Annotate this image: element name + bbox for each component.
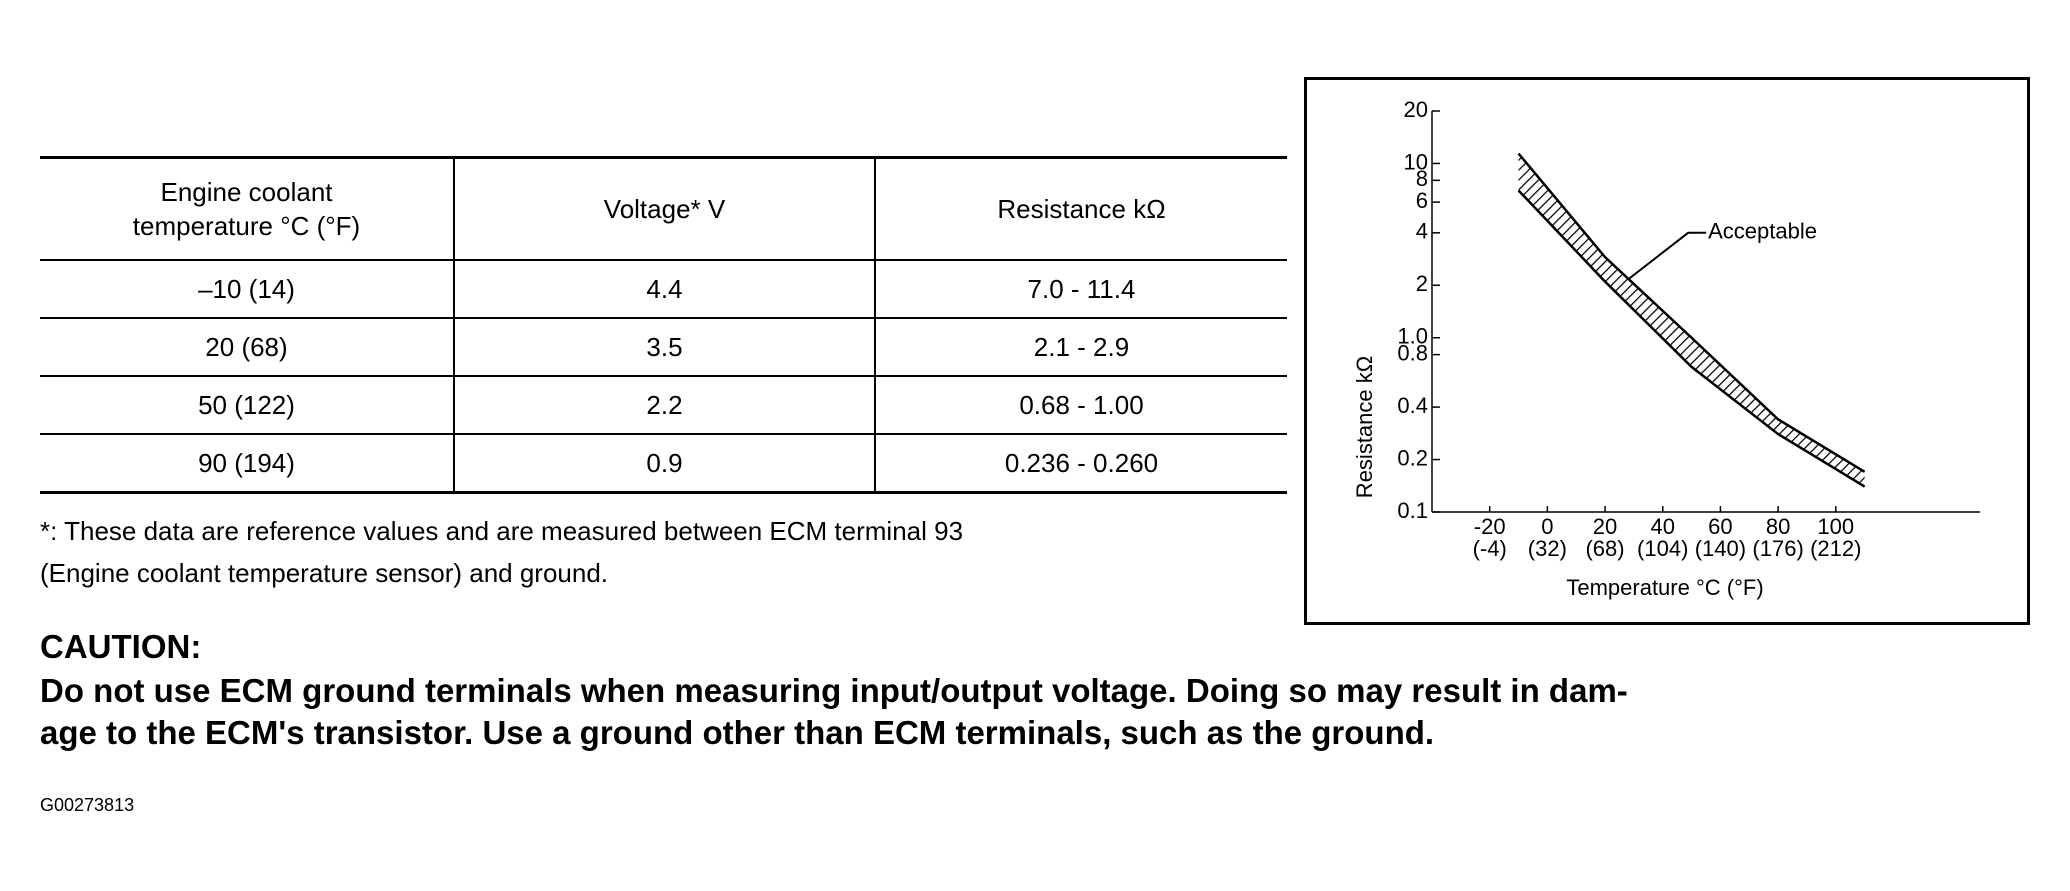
header-cell: Engine coolant temperature °C (°F)	[40, 157, 454, 261]
y-tick-label: 1.0	[1397, 324, 1428, 349]
table-cell: 50 (122)	[40, 376, 454, 435]
x-tick-label: 40	[1650, 514, 1674, 539]
table-cell: 90 (194)	[40, 434, 454, 494]
table-row: 50 (122) 2.2 0.68 - 1.00	[40, 376, 1287, 435]
x-tick-label: -20	[1474, 514, 1506, 539]
x-tick-sublabel: (140)	[1695, 536, 1746, 561]
table-cell: –10 (14)	[40, 260, 454, 319]
header-cell: Voltage* V	[453, 157, 875, 261]
band-edge	[1517, 152, 1866, 473]
table-cell: 3.5	[453, 318, 875, 377]
caution-line: Do not use ECM ground terminals when mea…	[40, 672, 1628, 709]
chart-frame	[1304, 77, 2030, 625]
x-axis-label: Temperature °C (°F)	[1566, 575, 1763, 600]
x-tick-sublabel: (68)	[1585, 536, 1624, 561]
caution-title: CAUTION:	[40, 628, 202, 665]
y-tick-label: 20	[1404, 97, 1428, 122]
x-tick-sublabel: (176)	[1752, 536, 1803, 561]
x-tick-label: 80	[1766, 514, 1790, 539]
y-tick-label: 0.2	[1397, 445, 1428, 470]
annotation-leader	[1627, 231, 1707, 281]
table-cell: 2.1 - 2.9	[874, 318, 1287, 377]
x-tick-label: 0	[1541, 514, 1553, 539]
y-tick-label: 0.8	[1397, 340, 1428, 365]
header-cell: Resistance kΩ	[874, 157, 1287, 261]
x-tick-sublabel: (32)	[1528, 536, 1567, 561]
spec-table: Engine coolant temperature °C (°F) Volta…	[40, 156, 1287, 494]
x-tick-sublabel: (-4)	[1473, 536, 1507, 561]
table-cell: 7.0 - 11.4	[874, 260, 1287, 319]
x-tick-sublabel: (104)	[1637, 536, 1688, 561]
note-line: (Engine coolant temperature sensor) and …	[40, 558, 609, 588]
table-cell: 0.236 - 0.260	[874, 434, 1287, 494]
table-cell: 20 (68)	[40, 318, 454, 377]
y-tick-label: 8	[1416, 166, 1428, 191]
y-tick-label: 10	[1404, 149, 1428, 174]
band-edge	[1517, 189, 1866, 488]
y-tick-label: 0.1	[1397, 498, 1428, 523]
chart: Resistance kΩ Temperature °C (°F) 0.1 0.2…	[1304, 77, 2030, 625]
table-row: 20 (68) 3.5 2.1 - 2.9	[40, 318, 1287, 377]
y-tick-label: 6	[1416, 188, 1428, 213]
table-cell: 0.68 - 1.00	[874, 376, 1287, 435]
caution-line: age to the ECM's transistor. Use a groun…	[40, 714, 1435, 751]
y-tick-label: 4	[1416, 219, 1428, 244]
y-tick-label: 0.4	[1397, 393, 1428, 418]
figure-id: G00273813	[40, 795, 135, 815]
table-row: 90 (194) 0.9 0.236 - 0.260	[40, 434, 1287, 494]
header-row: Engine coolant temperature °C (°F) Volta…	[40, 157, 1287, 261]
note-line: *: These data are reference values and a…	[40, 516, 964, 546]
y-tick-label: 2	[1416, 271, 1428, 296]
table-cell: 2.2	[453, 376, 875, 435]
y-axis-label: Resistance kΩ	[1352, 356, 1377, 498]
table-cell: 4.4	[453, 260, 875, 319]
x-tick-label: 100	[1817, 514, 1854, 539]
annotation: Acceptable	[1708, 219, 1817, 244]
x-tick-label: 60	[1708, 514, 1732, 539]
table-row: –10 (14) 4.4 7.0 - 11.4	[40, 260, 1287, 319]
x-tick-sublabel: (212)	[1810, 536, 1861, 561]
table-cell: 0.9	[453, 434, 875, 494]
x-tick-label: 20	[1593, 514, 1617, 539]
acceptable-band	[1518, 153, 1865, 487]
